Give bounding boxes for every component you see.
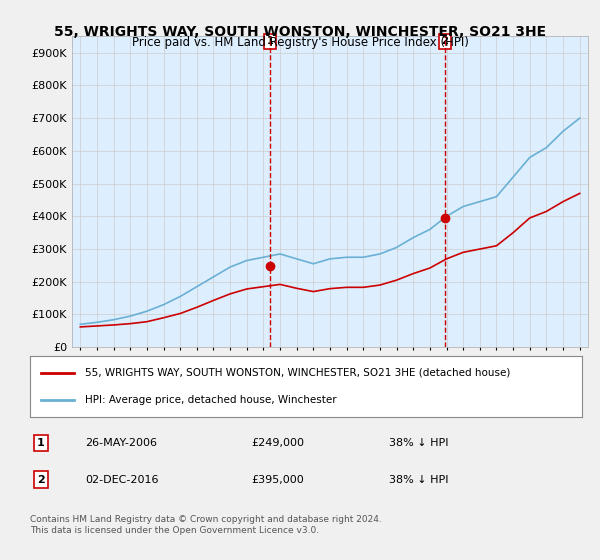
Text: HPI: Average price, detached house, Winchester: HPI: Average price, detached house, Winc… (85, 395, 337, 405)
Text: 38% ↓ HPI: 38% ↓ HPI (389, 438, 448, 448)
Text: 38% ↓ HPI: 38% ↓ HPI (389, 475, 448, 484)
Text: 02-DEC-2016: 02-DEC-2016 (85, 475, 158, 484)
Text: 26-MAY-2006: 26-MAY-2006 (85, 438, 157, 448)
Text: 1: 1 (37, 438, 45, 448)
Text: Price paid vs. HM Land Registry's House Price Index (HPI): Price paid vs. HM Land Registry's House … (131, 36, 469, 49)
Text: £395,000: £395,000 (251, 475, 304, 484)
Text: 1: 1 (267, 36, 274, 46)
Text: 55, WRIGHTS WAY, SOUTH WONSTON, WINCHESTER, SO21 3HE: 55, WRIGHTS WAY, SOUTH WONSTON, WINCHEST… (54, 25, 546, 39)
Text: £249,000: £249,000 (251, 438, 304, 448)
Text: 55, WRIGHTS WAY, SOUTH WONSTON, WINCHESTER, SO21 3HE (detached house): 55, WRIGHTS WAY, SOUTH WONSTON, WINCHEST… (85, 368, 511, 378)
Text: Contains HM Land Registry data © Crown copyright and database right 2024.
This d: Contains HM Land Registry data © Crown c… (30, 515, 382, 535)
Text: 2: 2 (442, 36, 448, 46)
Text: 2: 2 (37, 475, 45, 484)
